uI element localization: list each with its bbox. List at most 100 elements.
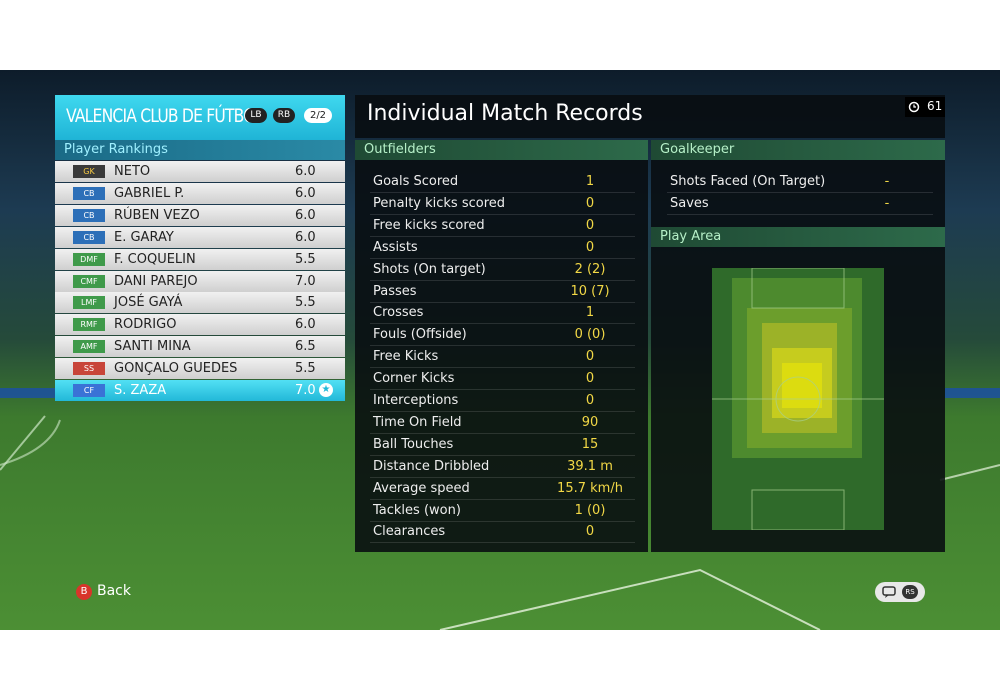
gk-stat-label: Saves bbox=[670, 195, 709, 211]
stat-label: Ball Touches bbox=[373, 436, 454, 452]
player-name: JOSÉ GAYÁ bbox=[114, 295, 183, 311]
player-rating: 6.0 bbox=[295, 164, 316, 179]
stat-value: 39.1 m bbox=[567, 458, 613, 474]
stat-row: Penalty kicks scored 0 bbox=[370, 193, 635, 215]
stat-value: 0 bbox=[585, 217, 595, 233]
player-rating: 7.0 bbox=[295, 383, 316, 398]
stat-value: 1 (0) bbox=[574, 502, 606, 518]
stat-value: 90 bbox=[581, 414, 599, 430]
page-indicator: 2/2 bbox=[304, 108, 332, 123]
rb-button[interactable]: RB bbox=[273, 108, 295, 123]
stat-row: Goals Scored 1 bbox=[370, 171, 635, 193]
stat-value: 15 bbox=[581, 436, 599, 452]
player-row[interactable]: AMF SANTI MINA 6.5 bbox=[55, 336, 345, 358]
chat-button[interactable]: RS bbox=[875, 582, 925, 602]
lb-button[interactable]: LB bbox=[245, 108, 267, 123]
stat-row: Shots (On target) 2 (2) bbox=[370, 259, 635, 281]
position-badge: AMF bbox=[73, 340, 105, 354]
player-row[interactable]: CF S. ZAZA 7.0 ★ bbox=[55, 380, 345, 401]
stat-row: Ball Touches 15 bbox=[370, 434, 635, 456]
player-row[interactable]: RMF RODRIGO 6.0 bbox=[55, 314, 345, 336]
position-badge: DMF bbox=[73, 252, 105, 266]
stat-row: Free Kicks 0 bbox=[370, 346, 635, 369]
rs-icon: RS bbox=[902, 585, 918, 599]
player-name: E. GARAY bbox=[114, 229, 174, 245]
clock-icon bbox=[908, 101, 920, 113]
stat-value: 0 bbox=[585, 349, 595, 365]
back-label[interactable]: Back bbox=[97, 583, 131, 599]
stat-value: 0 (0) bbox=[574, 327, 606, 343]
player-name: RÚBEN VEZO bbox=[114, 207, 200, 223]
stat-value: 10 (7) bbox=[570, 283, 610, 299]
player-rating: 6.0 bbox=[295, 185, 316, 201]
player-row[interactable]: DMF F. COQUELIN 5.5 bbox=[55, 248, 345, 270]
back-button-icon[interactable]: B bbox=[76, 584, 92, 600]
stat-label: Distance Dribbled bbox=[373, 458, 490, 474]
stat-label: Free kicks scored bbox=[373, 217, 485, 233]
stat-row: Interceptions 0 bbox=[370, 390, 635, 412]
clock-time: 61 bbox=[927, 99, 943, 113]
stat-value: 0 bbox=[585, 371, 595, 387]
pitch-lines bbox=[0, 388, 1000, 630]
position-badge: SS bbox=[73, 362, 105, 376]
stat-row: Average speed 15.7 km/h bbox=[370, 478, 635, 500]
gk-stat-row: Shots Faced (On Target) - bbox=[667, 171, 933, 193]
stat-label: Corner Kicks bbox=[373, 371, 455, 387]
player-rating: 6.0 bbox=[295, 229, 316, 245]
player-row[interactable]: GK NETO 6.0 bbox=[55, 161, 345, 182]
stat-label: Interceptions bbox=[373, 393, 459, 408]
player-row[interactable]: SS GONÇALO GUEDES 5.5 bbox=[55, 358, 345, 380]
stat-row: Passes 10 (7) bbox=[370, 281, 635, 303]
position-badge: CF bbox=[73, 384, 105, 397]
stat-label: Crosses bbox=[373, 305, 424, 321]
player-rating: 7.0 bbox=[295, 273, 316, 289]
outfielders-title: Outfielders bbox=[355, 140, 648, 160]
player-row[interactable]: CB E. GARAY 6.0 bbox=[55, 226, 345, 248]
position-badge: GK bbox=[73, 165, 105, 178]
records-title: Individual Match Records bbox=[367, 101, 643, 126]
player-row[interactable]: LMF JOSÉ GAYÁ 5.5 bbox=[55, 292, 345, 314]
stat-value: 2 (2) bbox=[574, 261, 606, 277]
player-row[interactable]: CMF DANI PAREJO 7.0 bbox=[55, 270, 345, 292]
player-name: RODRIGO bbox=[114, 317, 177, 333]
chat-icon bbox=[882, 586, 896, 598]
position-badge: CB bbox=[73, 230, 105, 244]
position-badge: CB bbox=[73, 186, 105, 200]
player-row[interactable]: CB GABRIEL P. 6.0 bbox=[55, 182, 345, 204]
player-rating: 6.0 bbox=[295, 207, 316, 223]
player-rating: 5.5 bbox=[295, 251, 316, 267]
stat-value: 0 bbox=[585, 524, 595, 540]
clock-box: 61 bbox=[905, 97, 945, 117]
position-badge: CMF bbox=[73, 274, 105, 288]
player-name: SANTI MINA bbox=[114, 339, 191, 355]
stat-value: 0 bbox=[585, 195, 595, 211]
stat-row: Fouls (Offside) 0 (0) bbox=[370, 324, 635, 347]
stat-value: 0 bbox=[585, 239, 595, 255]
player-row[interactable]: CB RÚBEN VEZO 6.0 bbox=[55, 204, 345, 226]
selected-star: ★ bbox=[319, 383, 333, 397]
stat-label: Clearances bbox=[373, 524, 446, 540]
rankings-title: Player Rankings bbox=[55, 140, 345, 160]
play-area-heatmap bbox=[712, 268, 884, 530]
stat-value: 0 bbox=[585, 393, 595, 408]
stat-label: Shots (On target) bbox=[373, 261, 486, 277]
player-name: F. COQUELIN bbox=[114, 251, 196, 267]
player-rating: 5.5 bbox=[295, 361, 316, 377]
position-badge: RMF bbox=[73, 318, 105, 332]
stat-row: Free kicks scored 0 bbox=[370, 215, 635, 237]
records-header bbox=[355, 95, 945, 138]
team-name: VALENCIA CLUB DE FÚTBOL bbox=[66, 105, 263, 127]
gk-stat-value: - bbox=[884, 195, 890, 211]
stat-label: Passes bbox=[373, 283, 417, 299]
stat-label: Assists bbox=[373, 239, 418, 255]
player-name: GONÇALO GUEDES bbox=[114, 361, 238, 377]
stat-label: Free Kicks bbox=[373, 349, 439, 365]
player-rating: 6.0 bbox=[295, 317, 316, 333]
stat-row: Crosses 1 bbox=[370, 302, 635, 325]
gk-stat-label: Shots Faced (On Target) bbox=[670, 174, 826, 189]
player-rating: 5.5 bbox=[295, 295, 316, 311]
player-rating: 6.5 bbox=[295, 339, 316, 355]
gk-stat-value: - bbox=[884, 174, 890, 189]
stat-label: Tackles (won) bbox=[373, 502, 461, 518]
